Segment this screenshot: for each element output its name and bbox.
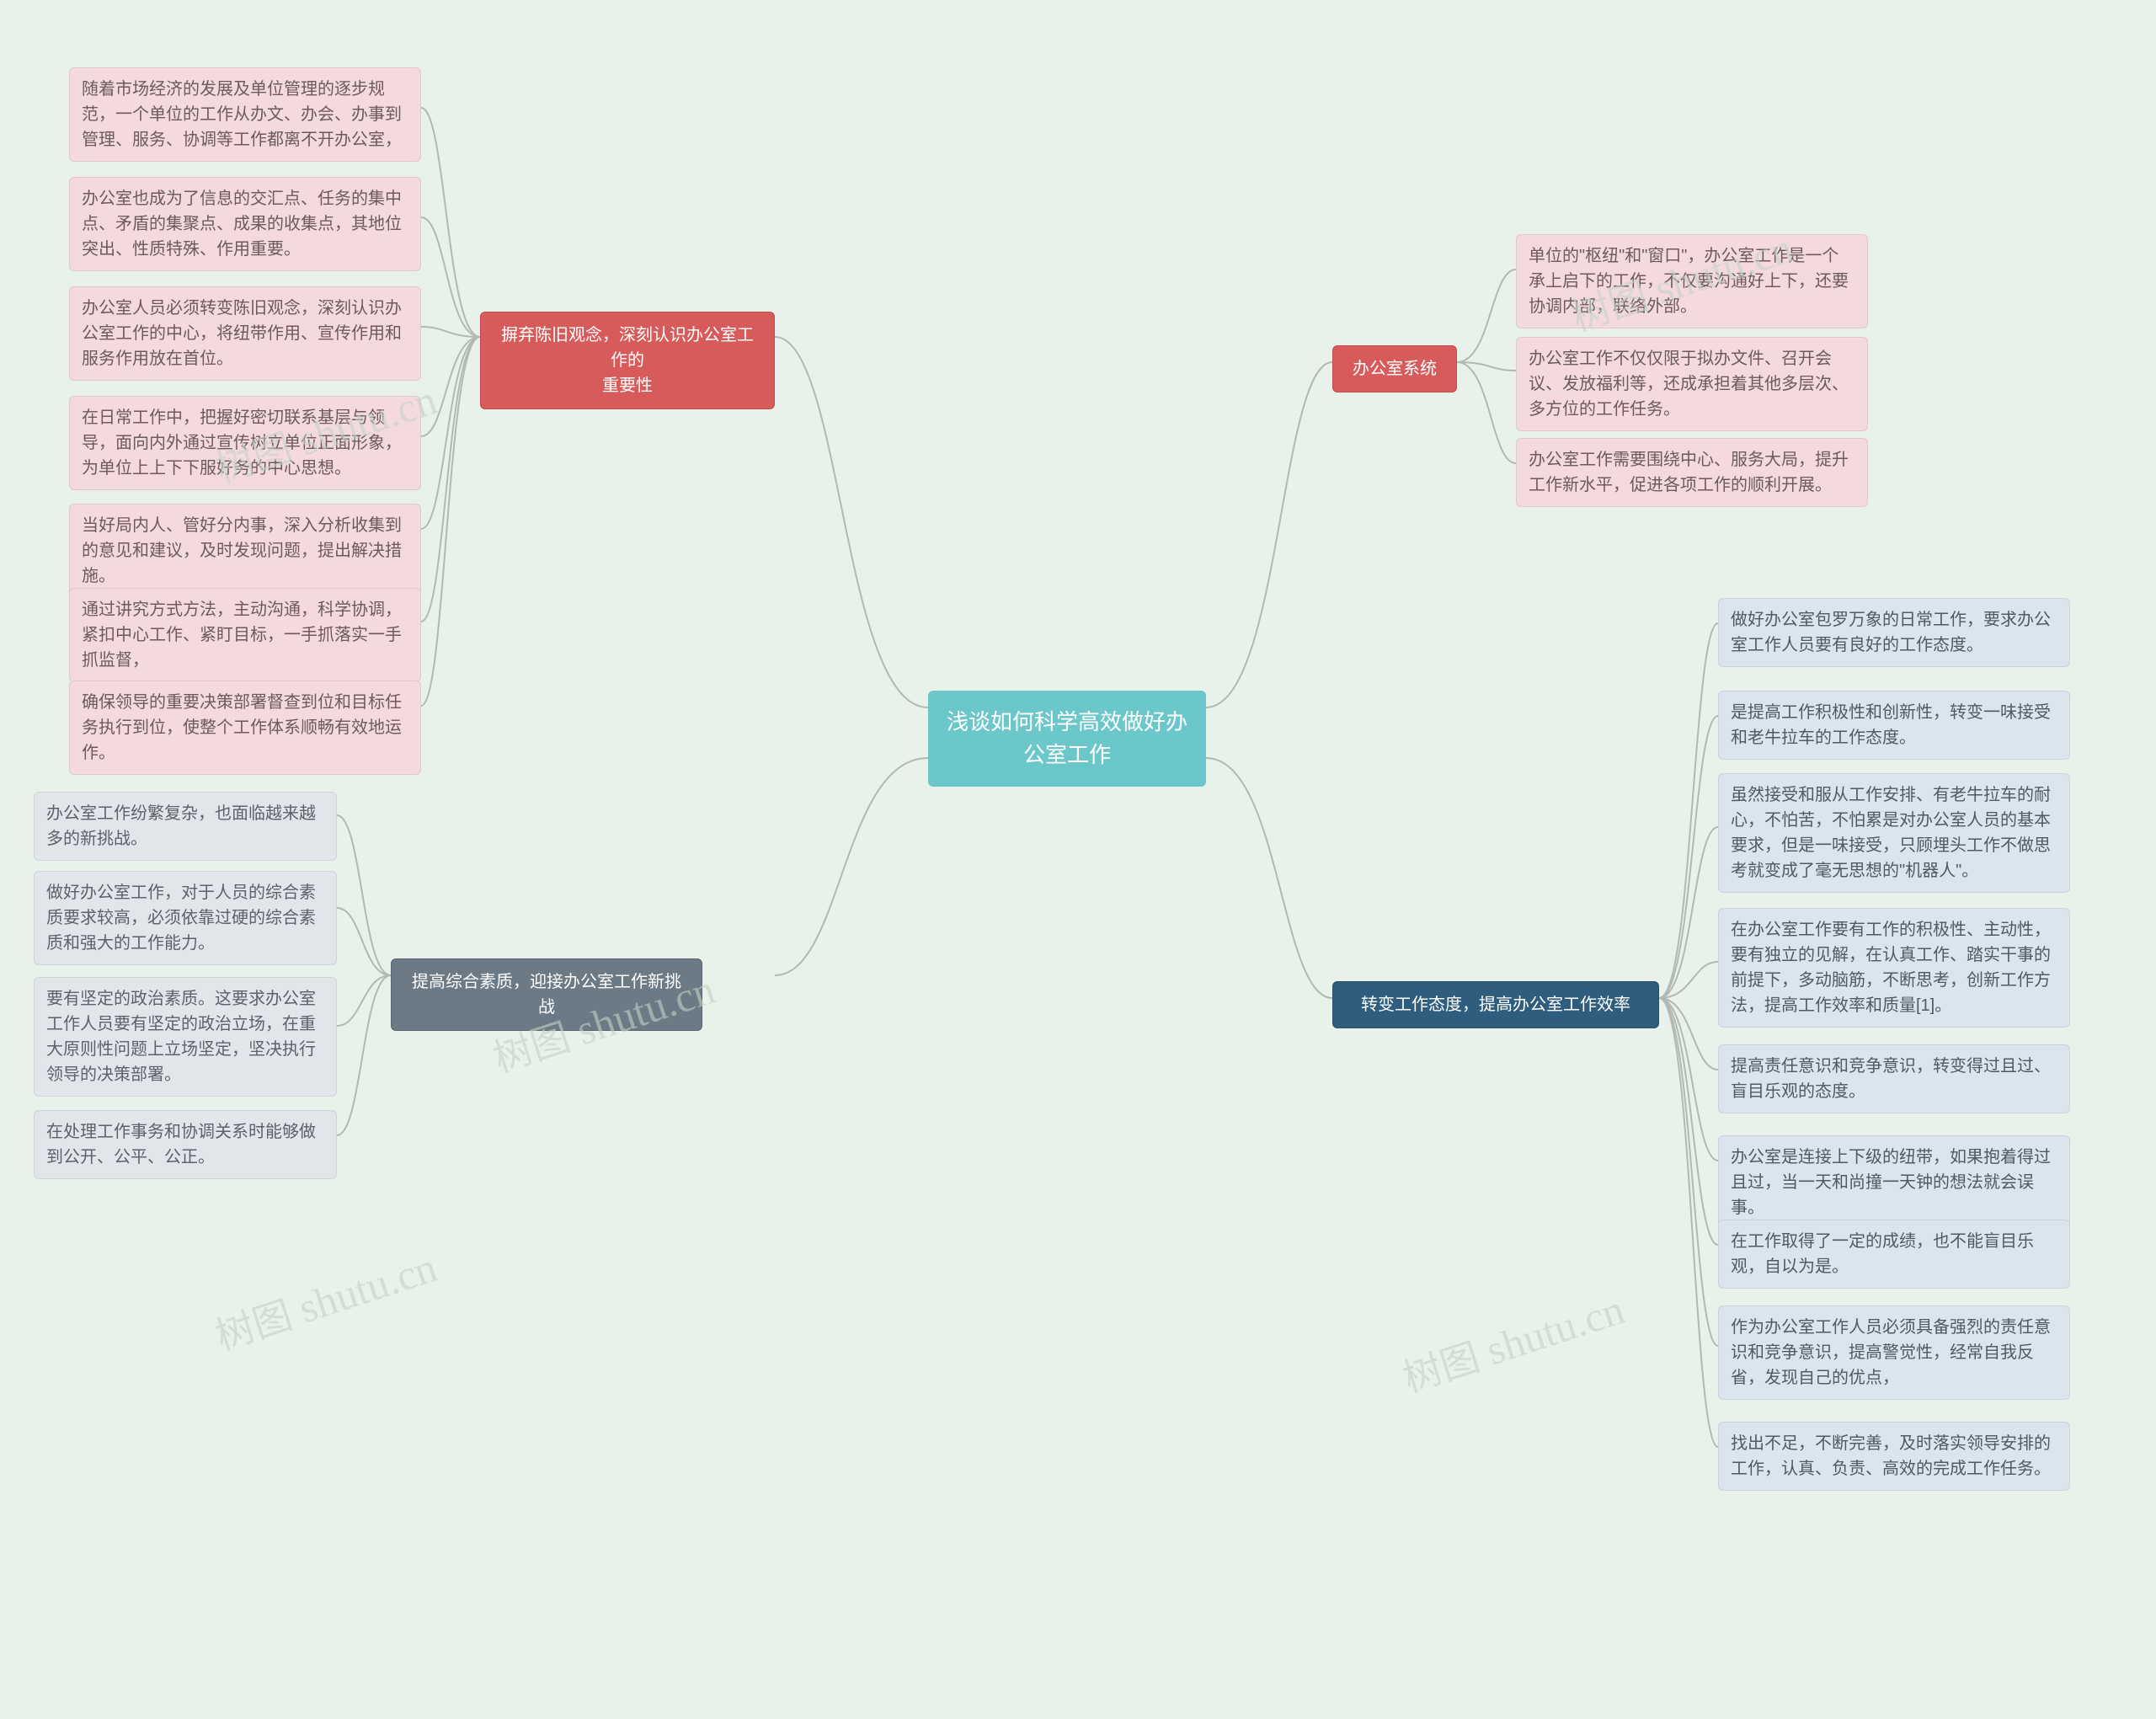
leaf-b3-3[interactable]: 要有坚定的政治素质。这要求办公室工作人员要有坚定的政治立场，在重大原则性问题上立… <box>34 977 337 1097</box>
leaf-b4-6[interactable]: 办公室是连接上下级的纽带，如果抱着得过且过，当一天和尚撞一天钟的想法就会误事。 <box>1718 1135 2070 1230</box>
leaf-b2-3[interactable]: 办公室工作需要围绕中心、服务大局，提升工作新水平，促进各项工作的顺利开展。 <box>1516 438 1868 507</box>
leaf-b3-1[interactable]: 办公室工作纷繁复杂，也面临越来越多的新挑战。 <box>34 792 337 861</box>
leaf-b4-8[interactable]: 作为办公室工作人员必须具备强烈的责任意识和竞争意识，提高警觉性，经常自我反省，发… <box>1718 1305 2070 1400</box>
leaf-b3-4[interactable]: 在处理工作事务和协调关系时能够做到公开、公平、公正。 <box>34 1110 337 1179</box>
leaf-b4-4[interactable]: 在办公室工作要有工作的积极性、主动性，要有独立的见解，在认真工作、踏实干事的前提… <box>1718 908 2070 1028</box>
branch-b2-label: 办公室系统 <box>1353 356 1437 382</box>
leaf-b1-5[interactable]: 当好局内人、管好分内事，深入分析收集到的意见和建议，及时发现问题，提出解决措施。 <box>69 504 421 598</box>
root-line2: 公室工作 <box>947 739 1187 771</box>
branch-b1-line1: 摒弃陈旧观念，深刻认识办公室工作的 <box>494 323 760 373</box>
leaf-b1-1[interactable]: 随着市场经济的发展及单位管理的逐步规范，一个单位的工作从办文、办会、办事到管理、… <box>69 67 421 162</box>
branch-b4-label: 转变工作态度，提高办公室工作效率 <box>1361 992 1630 1017</box>
leaf-b4-7[interactable]: 在工作取得了一定的成绩，也不能盲目乐观，自以为是。 <box>1718 1220 2070 1289</box>
leaf-b4-2[interactable]: 是提高工作积极性和创新性，转变一味接受和老牛拉车的工作态度。 <box>1718 691 2070 760</box>
branch-b3[interactable]: 提高综合素质，迎接办公室工作新挑战 <box>391 958 702 1031</box>
branch-b2[interactable]: 办公室系统 <box>1332 345 1457 392</box>
leaf-b1-6[interactable]: 通过讲究方式方法，主动沟通，科学协调，紧扣中心工作、紧盯目标，一手抓落实一手抓监… <box>69 588 421 682</box>
watermark-4: 树图 shutu.cn <box>207 1238 443 1362</box>
branch-b1[interactable]: 摒弃陈旧观念，深刻认识办公室工作的 重要性 <box>480 312 775 409</box>
leaf-b1-4[interactable]: 在日常工作中，把握好密切联系基层与领导，面向内外通过宣传树立单位正面形象，为单位… <box>69 396 421 490</box>
branch-b4[interactable]: 转变工作态度，提高办公室工作效率 <box>1332 981 1659 1028</box>
leaf-b4-9[interactable]: 找出不足，不断完善，及时落实领导安排的工作，认真、负责、高效的完成工作任务。 <box>1718 1422 2070 1491</box>
leaf-b4-3[interactable]: 虽然接受和服从工作安排、有老牛拉车的耐心，不怕苦，不怕累是对办公室人员的基本要求… <box>1718 773 2070 893</box>
leaf-b1-2[interactable]: 办公室也成为了信息的交汇点、任务的集中点、矛盾的集聚点、成果的收集点，其地位突出… <box>69 177 421 271</box>
leaf-b1-3[interactable]: 办公室人员必须转变陈旧观念，深刻认识办公室工作的中心，将纽带作用、宣传作用和服务… <box>69 286 421 381</box>
leaf-b2-1[interactable]: 单位的"枢纽"和"窗口"，办公室工作是一个承上启下的工作，不仅要沟通好上下，还要… <box>1516 234 1868 328</box>
root-node[interactable]: 浅谈如何科学高效做好办 公室工作 <box>928 691 1206 787</box>
branch-b3-label: 提高综合素质，迎接办公室工作新挑战 <box>405 969 688 1020</box>
leaf-b4-5[interactable]: 提高责任意识和竞争意识，转变得过且过、盲目乐观的态度。 <box>1718 1044 2070 1113</box>
root-line1: 浅谈如何科学高效做好办 <box>947 706 1187 739</box>
leaf-b4-1[interactable]: 做好办公室包罗万象的日常工作，要求办公室工作人员要有良好的工作态度。 <box>1718 598 2070 667</box>
leaf-b1-7[interactable]: 确保领导的重要决策部署督查到位和目标任务执行到位，使整个工作体系顺畅有效地运作。 <box>69 681 421 775</box>
branch-b1-line2: 重要性 <box>494 373 760 398</box>
leaf-b2-2[interactable]: 办公室工作不仅仅限于拟办文件、召开会议、发放福利等，还成承担着其他多层次、多方位… <box>1516 337 1868 431</box>
watermark-5: 树图 shutu.cn <box>1395 1280 1630 1404</box>
leaf-b3-2[interactable]: 做好办公室工作，对于人员的综合素质要求较高，必须依靠过硬的综合素质和强大的工作能… <box>34 871 337 965</box>
